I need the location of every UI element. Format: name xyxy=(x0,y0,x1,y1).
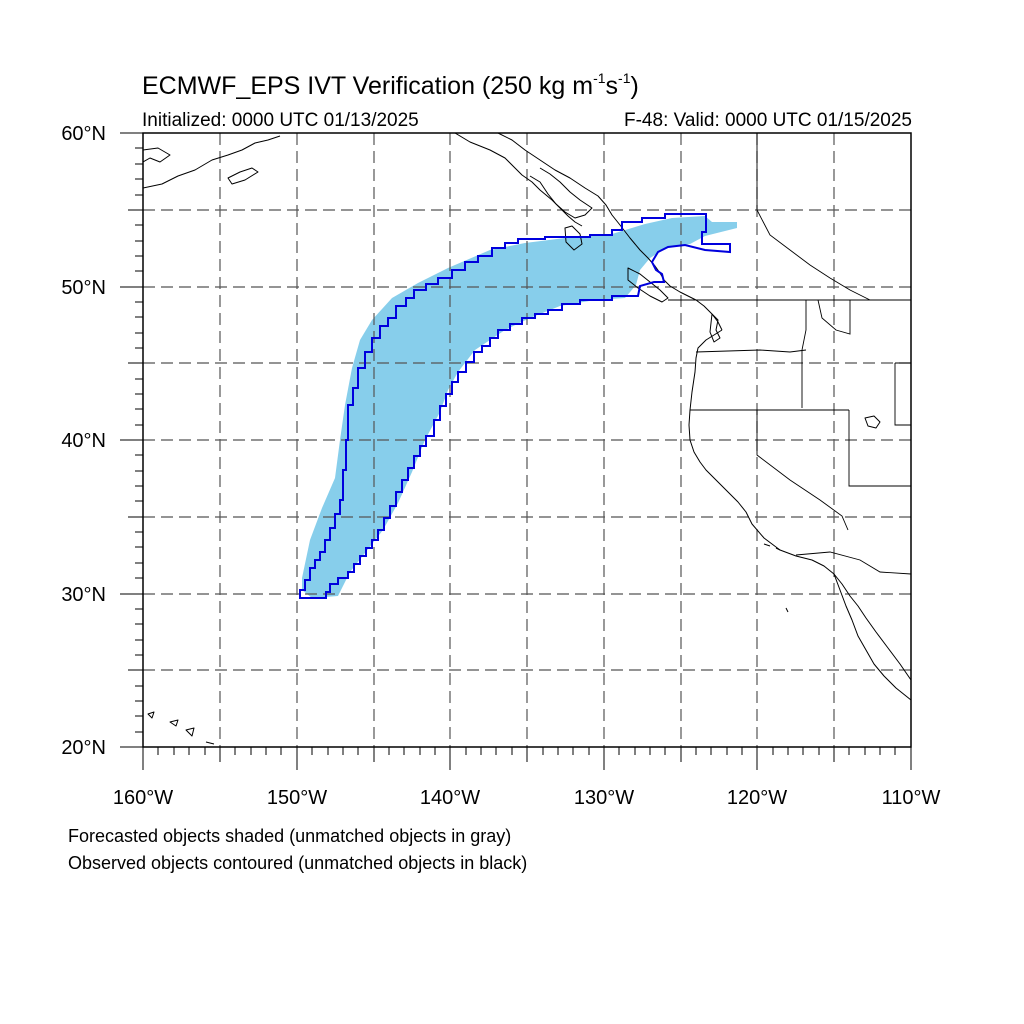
mt-border xyxy=(817,299,851,335)
observed-contour xyxy=(299,213,731,599)
valid-label: F-48: Valid: 0000 UTC 01/15/2025 xyxy=(624,110,912,131)
ut-wy-border xyxy=(894,362,911,426)
lat-label-20n: 20°N xyxy=(61,737,106,759)
gulf-alaska-coast xyxy=(454,133,583,227)
great-salt-lake xyxy=(864,415,881,429)
ca-nv-border xyxy=(756,410,849,531)
title-close: ) xyxy=(630,72,639,100)
alaska-coast xyxy=(143,147,171,163)
nv-ut-border xyxy=(848,410,911,487)
tick-marks xyxy=(120,132,912,770)
kodiak-island xyxy=(227,167,259,185)
us-west-coast xyxy=(688,329,911,681)
observed-note: Observed objects contoured (unmatched ob… xyxy=(68,853,528,873)
us-mexico-border xyxy=(795,551,911,575)
forecast-object xyxy=(302,216,737,598)
title-exponent-2: -1 xyxy=(618,70,631,86)
coastlines xyxy=(143,133,911,745)
vancouver-island xyxy=(627,267,669,303)
lon-label-140w: 140°W xyxy=(420,787,480,809)
lon-label-130w: 130°W xyxy=(574,787,634,809)
title-unit-s: s xyxy=(605,72,619,100)
alaska-peninsula xyxy=(143,135,281,189)
lat-label-50n: 50°N xyxy=(61,277,106,299)
hawaii-islands xyxy=(147,711,215,745)
title-text: ECMWF_EPS IVT Verification (250 kg m xyxy=(142,72,594,100)
lon-label-110w: 110°W xyxy=(882,787,941,809)
title-exponent-1: -1 xyxy=(593,70,606,86)
political-boundaries xyxy=(668,133,911,575)
haida-gwaii xyxy=(564,225,583,251)
lat-label-60n: 60°N xyxy=(61,123,106,145)
puget-sound xyxy=(709,313,721,343)
lat-label-30n: 30°N xyxy=(61,584,106,606)
longitude-labels: 160°W 150°W 140°W 130°W 120°W 110°W xyxy=(113,787,941,809)
initialized-label: Initialized: 0000 UTC 01/13/2025 xyxy=(142,110,419,131)
lat-label-40n: 40°N xyxy=(61,430,106,452)
forecast-note: Forecasted objects shaded (unmatched obj… xyxy=(68,826,512,846)
alaska-bc-border xyxy=(756,133,871,301)
graticule xyxy=(143,133,911,747)
lon-label-160w: 160°W xyxy=(113,787,173,809)
panhandle-islands xyxy=(529,167,593,219)
or-wa-border xyxy=(695,349,807,353)
socal-islands xyxy=(763,543,789,613)
baja-peninsula xyxy=(833,573,911,701)
map-title: ECMWF_EPS IVT Verification (250 kg m-1s-… xyxy=(142,70,639,101)
lon-label-150w: 150°W xyxy=(267,787,327,809)
latitude-labels: 60°N 50°N 40°N 30°N 20°N xyxy=(61,123,106,759)
id-border xyxy=(801,300,807,408)
lon-label-120w: 120°W xyxy=(727,787,787,809)
